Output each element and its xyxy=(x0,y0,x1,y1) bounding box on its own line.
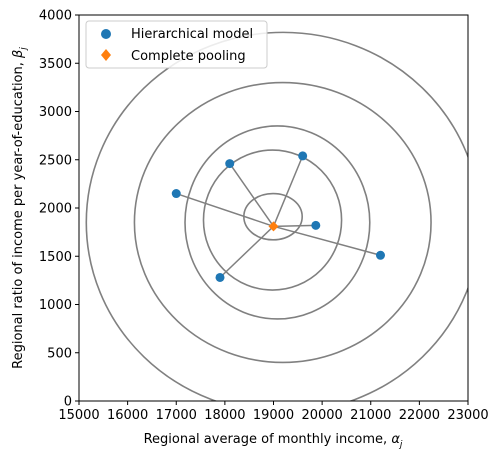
x-tick-label: 20000 xyxy=(301,408,342,423)
connector-line-1 xyxy=(176,192,274,228)
y-tick-label: 2500 xyxy=(39,153,72,168)
x-tick-label: 21000 xyxy=(350,408,391,423)
legend-box xyxy=(85,20,268,69)
hierarchical-point-1 xyxy=(171,189,181,199)
y-tick-label: 500 xyxy=(47,346,72,361)
x-tick-label: 19000 xyxy=(253,408,294,423)
hierarchical-point-6 xyxy=(215,272,225,282)
connector-lines xyxy=(176,155,381,279)
hierarchical-point-2 xyxy=(225,159,235,169)
y-tick-label: 2000 xyxy=(39,202,72,217)
connector-line-6 xyxy=(219,225,275,279)
contour-ellipse-2 xyxy=(202,149,343,291)
complete-pooling-point-1 xyxy=(268,221,279,232)
y-tick-label: 4000 xyxy=(39,9,72,24)
legend-marker-complete-pooling xyxy=(101,49,111,61)
y-tick-label: 0 xyxy=(64,395,72,410)
y-tick-label: 1500 xyxy=(39,250,72,265)
hierarchical-point-4 xyxy=(311,220,321,230)
x-tick-label: 16000 xyxy=(107,408,148,423)
y-tick-label: 1000 xyxy=(39,298,72,313)
data-points xyxy=(171,151,385,282)
x-tick-label: 18000 xyxy=(204,408,245,423)
connector-line-4 xyxy=(273,224,316,228)
x-tick-label: 15000 xyxy=(58,408,99,423)
connector-line-2 xyxy=(229,163,275,227)
contour-ellipse-1 xyxy=(243,192,303,241)
hierarchical-point-3 xyxy=(298,151,308,161)
y-tick-label: 3000 xyxy=(39,105,72,120)
legend-label-hierarchical: Hierarchical model xyxy=(131,27,253,42)
x-axis-label: Regional average of monthly income, αj xyxy=(144,432,403,450)
x-tick-label: 23000 xyxy=(447,408,488,423)
connector-line-5 xyxy=(273,225,381,257)
x-tick-label: 22000 xyxy=(399,408,440,423)
y-axis-ticks: 0 500 1000 1500 2000 2500 3000 3500 4000 xyxy=(39,9,79,410)
legend-label-complete-pooling: Complete pooling xyxy=(131,49,246,64)
y-axis-label: Regional ratio of income per year-of-edu… xyxy=(11,47,29,369)
y-tick-label: 3500 xyxy=(39,57,72,72)
x-axis-ticks: 15000 16000 17000 18000 19000 20000 21000 22000… xyxy=(58,401,489,423)
connector-line-3 xyxy=(272,155,304,227)
contour-lines xyxy=(85,31,468,401)
hierarchical-point-5 xyxy=(375,250,385,260)
legend: Hierarchical model Complete pooling xyxy=(85,20,268,69)
x-tick-label: 17000 xyxy=(156,408,197,423)
contour-ellipse-5 xyxy=(85,31,468,401)
legend-marker-hierarchical xyxy=(101,29,111,39)
contour-ellipse-4 xyxy=(133,81,432,364)
contour-ellipse-3 xyxy=(184,125,371,320)
plot-frame xyxy=(78,14,469,402)
